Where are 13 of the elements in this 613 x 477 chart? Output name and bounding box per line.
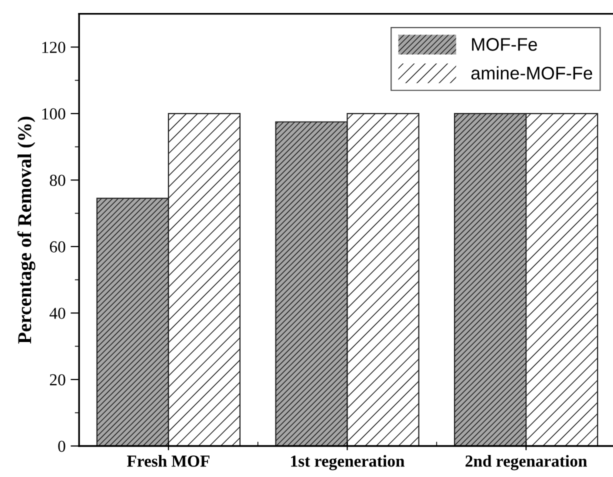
legend-label: MOF-Fe (472, 38, 537, 51)
x-tick-label: 1st regeneration (291, 455, 404, 470)
y-tick-label: 0 (58, 440, 66, 452)
legend-label: amine-MOF-Fe (471, 66, 592, 80)
y-tick-label: 60 (50, 241, 66, 252)
x-tick-label: Fresh MOF (127, 455, 210, 467)
y-tick-label: 20 (50, 374, 66, 386)
y-tick-label: 100 (42, 108, 66, 120)
x-tick-label: 2nd regenaration (466, 455, 587, 470)
y-tick-label: 40 (50, 308, 66, 319)
y-tick-label: 120 (42, 42, 66, 54)
y-tick-label: 80 (50, 174, 66, 186)
y-axis-title: Percentage of Removal (%) (17, 116, 36, 344)
